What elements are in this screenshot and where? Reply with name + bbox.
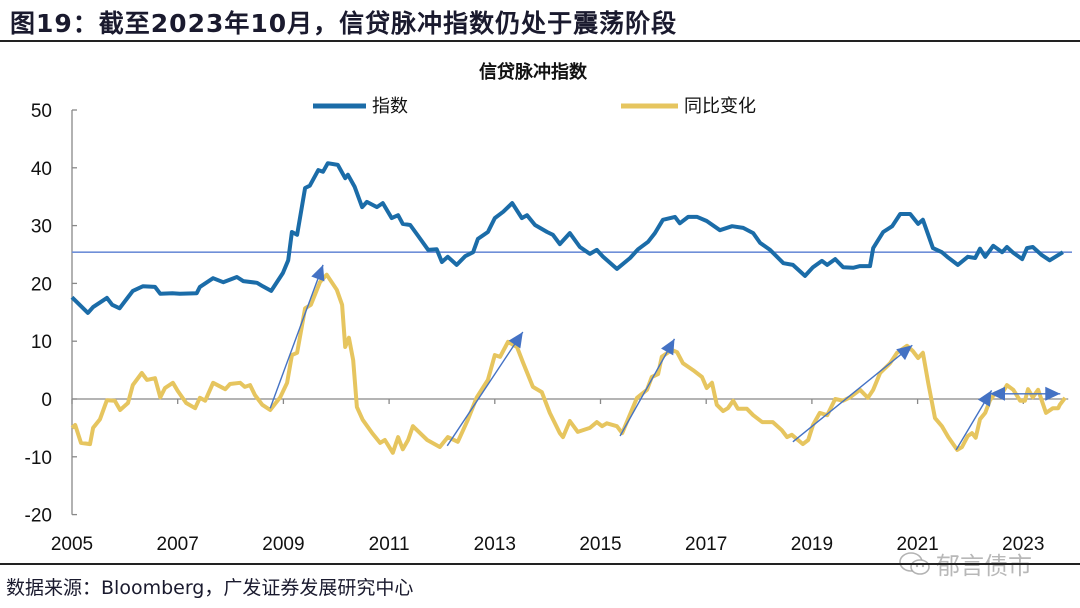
x-tick-label: 2013	[474, 534, 516, 555]
y-tick-label: 40	[31, 159, 52, 180]
x-tick-label: 2005	[51, 534, 93, 555]
x-tick-label: 2007	[157, 534, 199, 555]
y-tick-label: 50	[31, 101, 52, 122]
y-tick-label: 10	[31, 332, 52, 353]
chart-title: 信贷脉冲指数	[479, 61, 588, 82]
x-tick-label: 2015	[579, 534, 621, 555]
y-tick-label: -10	[25, 448, 52, 469]
x-tick-label: 2009	[262, 534, 304, 555]
arrowhead-icon	[990, 386, 1006, 401]
y-tick-label: 0	[41, 390, 52, 411]
trend-arrow-line	[269, 264, 324, 409]
trend-arrow-line	[619, 338, 676, 437]
title-divider	[0, 40, 1080, 42]
axes: 50 40 30 20 10 0 -10 -20 2005 2007 2009 2011 2013 201…	[25, 101, 1069, 555]
footer-divider	[0, 563, 1080, 565]
x-tick-label: 2021	[896, 534, 938, 555]
x-tick-label: 2023	[1002, 534, 1044, 555]
arrowhead-icon	[896, 345, 913, 361]
legend-label-yoy: 同比变化	[684, 96, 756, 116]
x-tick-label: 2019	[791, 534, 833, 555]
figure-title: 图19：截至2023年10月，信贷脉冲指数仍处于震荡阶段	[10, 9, 678, 38]
arrowhead-icon	[661, 338, 675, 356]
x-tick-label: 2011	[369, 534, 410, 555]
x-tick-label: 2017	[685, 534, 727, 555]
arrowhead-icon	[1045, 386, 1061, 401]
legend-label-index: 指数	[372, 96, 408, 116]
trend-arrow-line	[792, 344, 913, 443]
watermark-text: 郁言债市	[936, 552, 1032, 580]
y-tick-label: -20	[25, 506, 52, 527]
arrowhead-icon	[311, 264, 325, 282]
trend-arrow-line	[446, 331, 524, 447]
series-line-index	[70, 161, 1064, 315]
series-line-yoy	[70, 272, 1067, 455]
y-tick-label: 30	[31, 217, 52, 238]
legend: 指数 同比变化	[313, 96, 756, 116]
source-note: 数据来源：Bloomberg，广发证券发展研究中心	[6, 577, 414, 599]
arrowhead-icon	[508, 331, 523, 349]
plot-area	[70, 161, 1072, 455]
y-tick-label: 20	[31, 274, 52, 295]
arrowhead-icon	[977, 390, 992, 407]
